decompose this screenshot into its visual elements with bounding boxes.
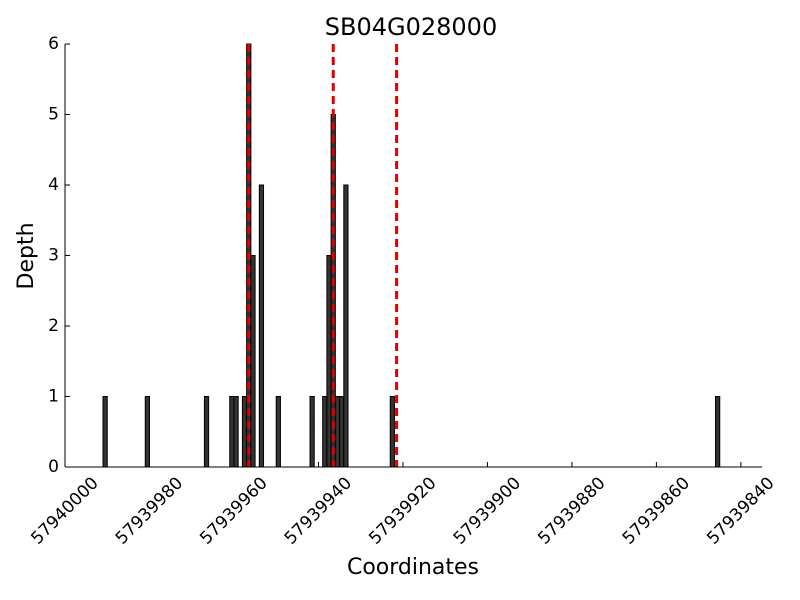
x-tick-label: 57939960	[196, 473, 271, 548]
x-tick-label: 57940000	[27, 473, 102, 548]
bar	[203, 396, 210, 468]
y-axis-label: Depth	[14, 222, 39, 289]
x-tick-label: 57939860	[619, 473, 694, 548]
bar	[389, 396, 395, 468]
x-tick-label: 57939900	[450, 473, 525, 548]
bar	[250, 255, 256, 468]
bar	[322, 396, 328, 468]
x-axis-label: Coordinates	[347, 555, 479, 580]
x-tick-label: 57939980	[112, 473, 187, 548]
bar	[309, 396, 315, 468]
bar	[233, 396, 239, 468]
bar	[275, 396, 281, 468]
y-tick-label: 1	[48, 387, 59, 407]
bar	[326, 255, 332, 468]
bar	[343, 184, 349, 468]
bar	[144, 396, 150, 468]
bar	[229, 396, 235, 468]
x-tick-label: 57939840	[703, 473, 778, 548]
y-tick-label: 6	[48, 34, 59, 54]
y-tick-label: 5	[48, 105, 59, 125]
bar	[258, 184, 265, 468]
bar	[241, 396, 248, 468]
bar	[339, 396, 345, 468]
bar	[334, 396, 341, 468]
y-tick-label: 0	[48, 457, 59, 477]
x-tick-label: 57939940	[281, 473, 356, 548]
y-tick-label: 2	[48, 316, 59, 336]
chart-title: SB04G028000	[325, 13, 497, 41]
bar	[715, 396, 721, 468]
bar	[102, 396, 108, 468]
x-tick-label: 57939880	[534, 473, 609, 548]
y-tick-label: 3	[48, 246, 59, 266]
x-tick-label: 57939920	[365, 473, 440, 548]
y-tick-label: 4	[48, 175, 59, 195]
